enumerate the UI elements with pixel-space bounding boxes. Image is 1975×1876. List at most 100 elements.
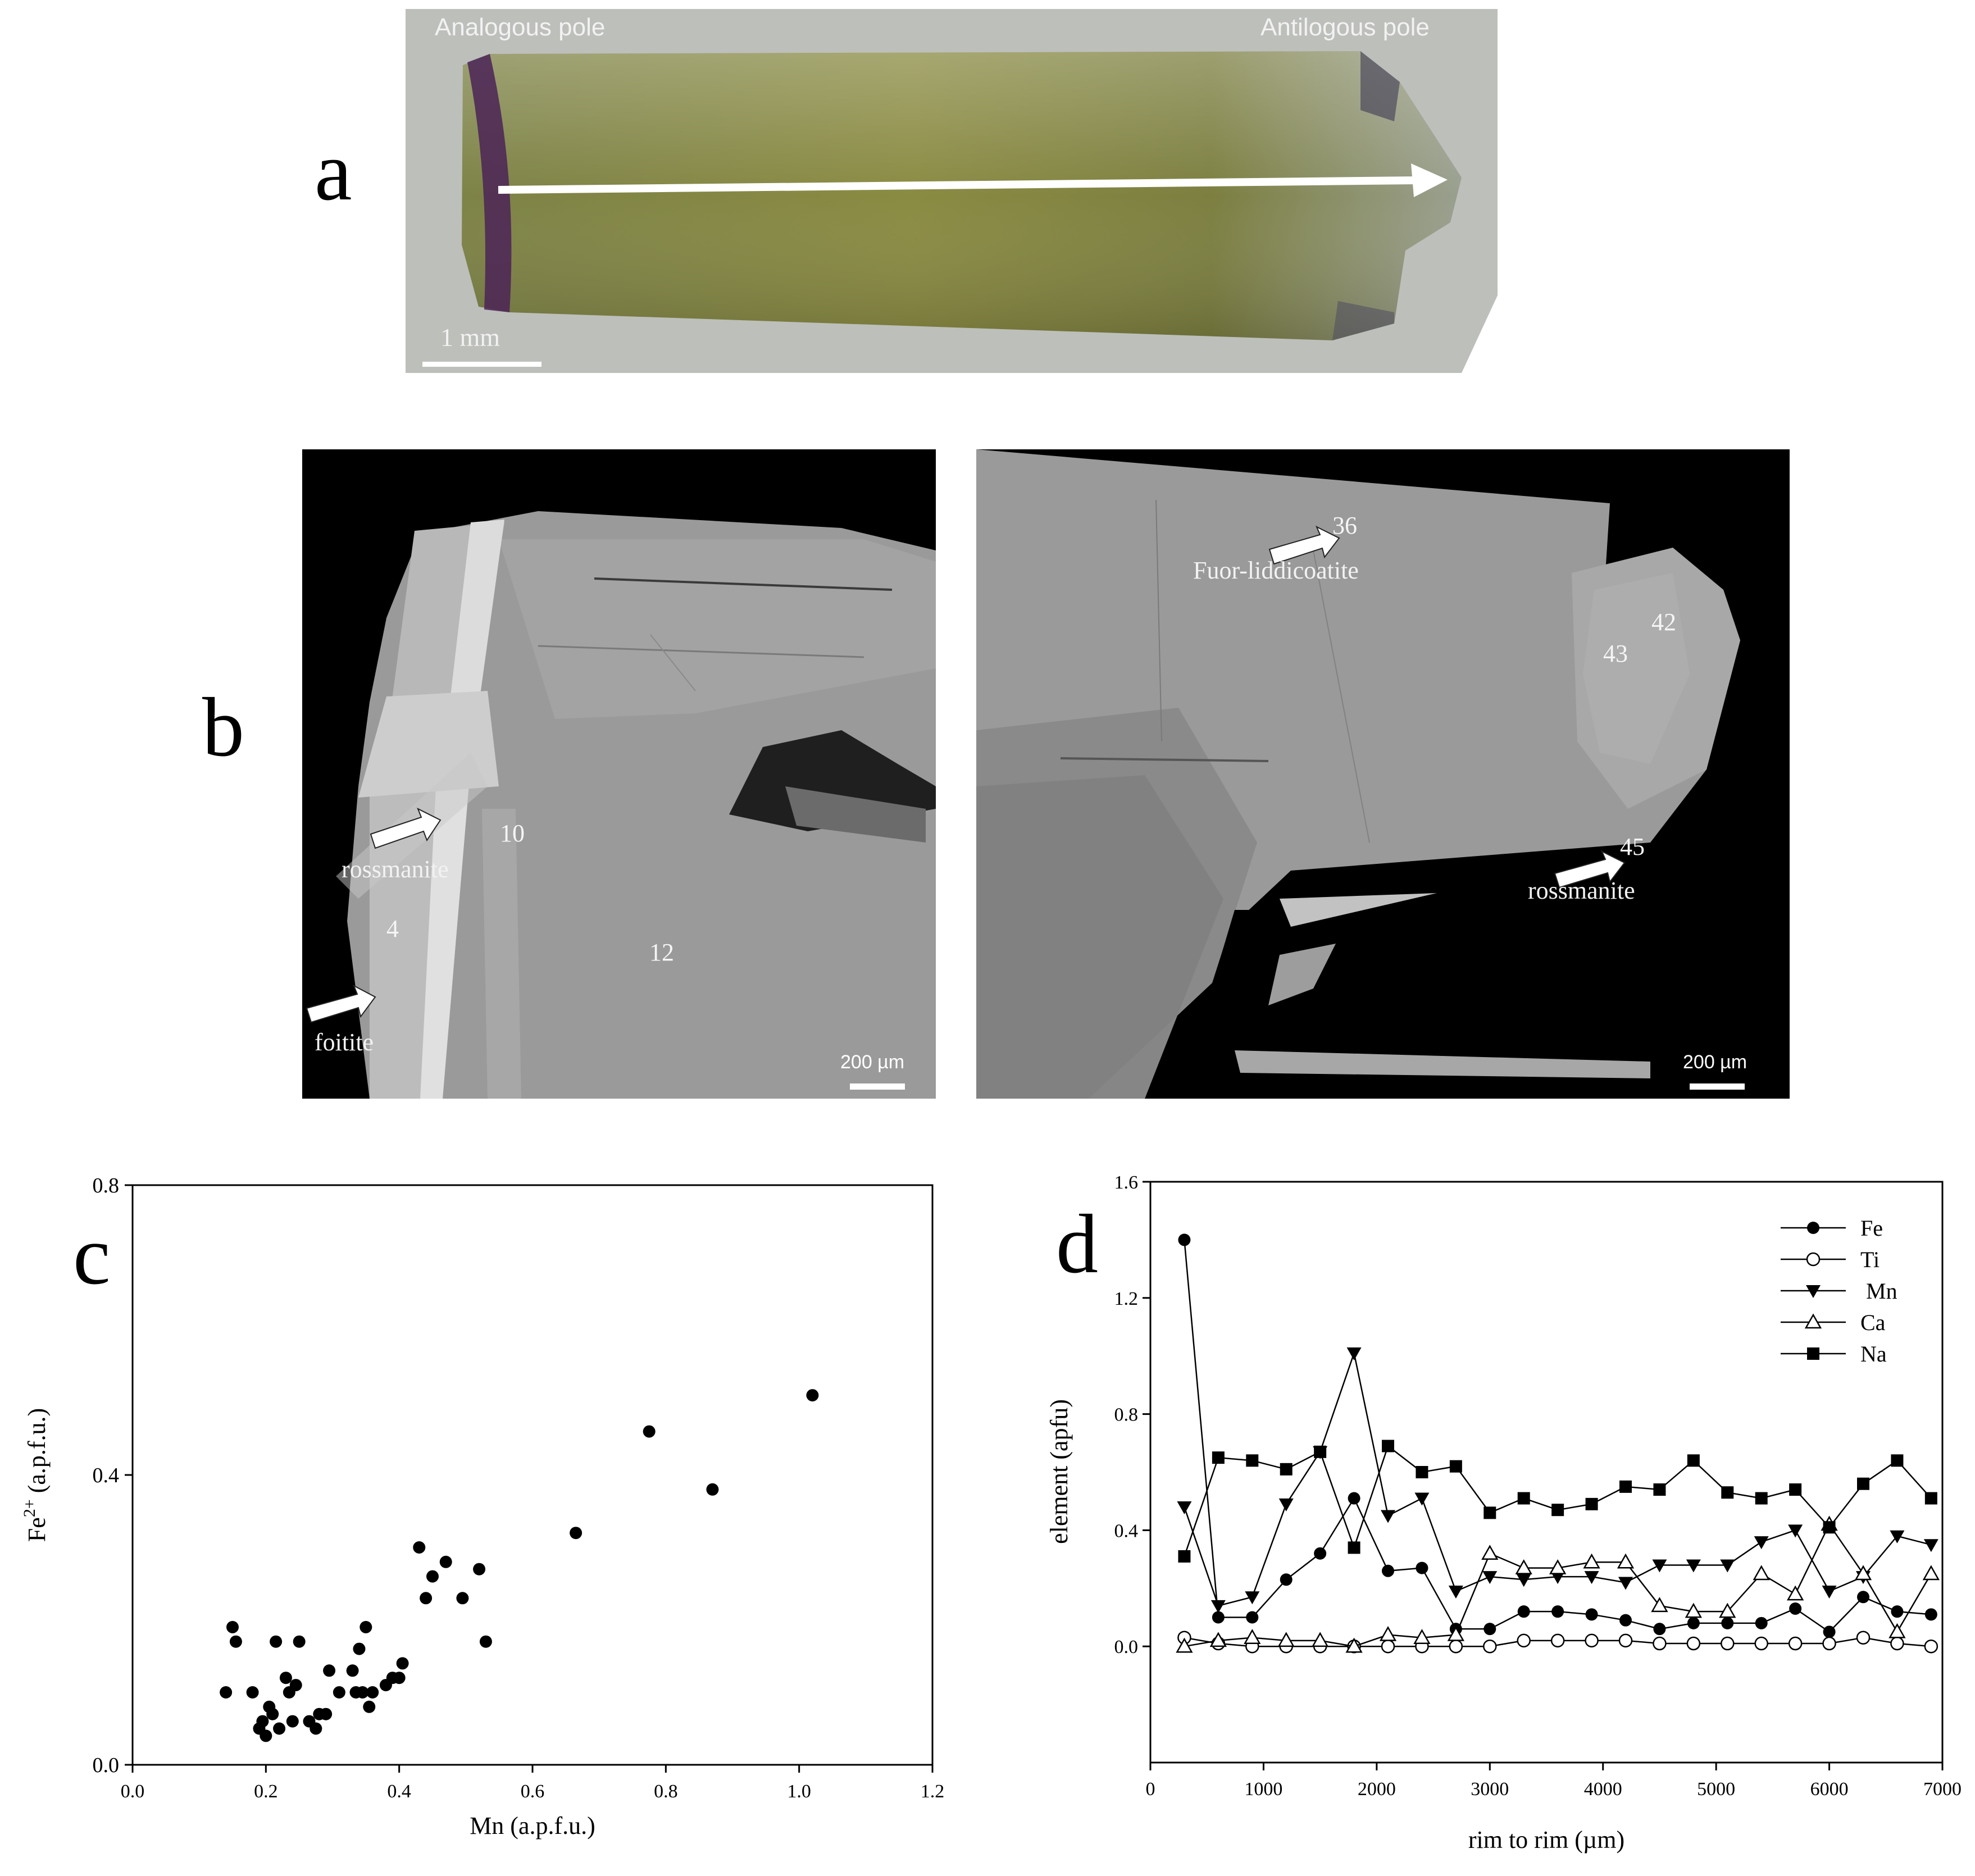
spot-number-42: 42 xyxy=(1651,608,1676,636)
x-tick-label-d: 4000 xyxy=(1584,1779,1622,1800)
data-point-mn xyxy=(1652,1559,1667,1573)
x-tick-label-c: 0.2 xyxy=(254,1781,278,1802)
scatter-point xyxy=(426,1570,439,1583)
x-tick-label-c: 0.0 xyxy=(121,1781,145,1802)
scale-label-b-right: 200 µm xyxy=(1683,1051,1748,1073)
bse-left-drawing xyxy=(306,511,936,1099)
legend-label-ca: Ca xyxy=(1860,1310,1886,1335)
panel-letter-a: a xyxy=(315,125,352,218)
legend-label-ti: Ti xyxy=(1860,1247,1880,1272)
data-point-na xyxy=(1789,1483,1802,1496)
data-point-na xyxy=(1721,1486,1734,1499)
scale-label-b-left: 200 µm xyxy=(840,1051,905,1073)
data-point-na xyxy=(1924,1492,1937,1505)
y-tick-label-c: 0.0 xyxy=(93,1754,120,1777)
data-point-na xyxy=(1212,1451,1225,1464)
x-axis-title-d: rim to rim (µm) xyxy=(1468,1826,1624,1854)
label-rossmanite-left: rossmanite xyxy=(342,855,449,883)
scatter-points-c xyxy=(220,1389,819,1742)
data-point-mn xyxy=(1686,1559,1701,1573)
data-point-fe xyxy=(1823,1625,1836,1638)
label-rossmanite-right: rossmanite xyxy=(1528,877,1635,904)
legend-marker-ca xyxy=(1804,1313,1822,1329)
scatter-point xyxy=(226,1620,239,1633)
data-point-ti xyxy=(1721,1636,1735,1651)
data-point-ti xyxy=(1177,1631,1191,1645)
x-tick-label-d: 2000 xyxy=(1358,1779,1396,1800)
legend-entry-ca: Ca xyxy=(1781,1310,1886,1335)
data-point-na xyxy=(1246,1454,1259,1467)
data-point-ti xyxy=(1550,1633,1565,1648)
x-tick-label-d: 5000 xyxy=(1697,1779,1735,1800)
data-point-fe xyxy=(1246,1611,1259,1624)
label-foitite: foitite xyxy=(315,1028,374,1056)
data-point-mn xyxy=(1550,1571,1566,1584)
data-point-na xyxy=(1280,1463,1293,1476)
panel-letter-d: d xyxy=(1056,1197,1098,1291)
data-point-mn xyxy=(1482,1571,1498,1584)
data-point-na xyxy=(1449,1460,1462,1473)
scatter-point xyxy=(310,1722,322,1735)
data-point-ti xyxy=(1347,1639,1361,1654)
data-point-ca xyxy=(1345,1637,1363,1653)
x-tick-label-c: 0.4 xyxy=(387,1781,411,1802)
data-point-ti xyxy=(1788,1636,1803,1651)
panel-letter-c: c xyxy=(73,1209,111,1302)
scatter-point xyxy=(229,1635,242,1648)
data-point-mn xyxy=(1754,1536,1769,1550)
scatter-point xyxy=(270,1635,283,1648)
scatter-point xyxy=(439,1555,452,1568)
scatter-point xyxy=(260,1729,272,1742)
data-point-ca xyxy=(1447,1625,1464,1641)
scatter-point xyxy=(346,1664,359,1677)
scatter-point xyxy=(806,1389,819,1402)
scatter-point xyxy=(313,1707,326,1720)
data-point-na xyxy=(1585,1497,1598,1510)
series-ti xyxy=(1177,1631,1938,1654)
data-point-mn xyxy=(1856,1571,1871,1584)
data-point-na xyxy=(1891,1454,1904,1467)
scatter-point xyxy=(413,1541,426,1554)
scatter-point xyxy=(379,1679,392,1692)
panel-letter-b: b xyxy=(202,681,244,774)
legend-entry-ti: Ti xyxy=(1781,1247,1880,1272)
x-tick-label-c: 0.6 xyxy=(521,1781,545,1802)
data-point-fe xyxy=(1551,1605,1564,1618)
data-point-na xyxy=(1755,1492,1768,1505)
data-point-ca xyxy=(1379,1625,1397,1641)
line-series-d xyxy=(1176,1233,1940,1654)
data-point-ti xyxy=(1279,1639,1293,1654)
data-point-na xyxy=(1687,1454,1700,1467)
x-tick-label-d: 7000 xyxy=(1923,1779,1962,1800)
data-point-ti xyxy=(1211,1636,1226,1651)
data-point-mn xyxy=(1618,1577,1633,1590)
data-point-mn xyxy=(1720,1559,1735,1573)
crystal-photo: Analogous pole Antilogous pole 1 mm xyxy=(406,9,1498,373)
data-point-na xyxy=(1857,1477,1869,1490)
series-mn xyxy=(1177,1347,1938,1613)
legend-d: Fe Ti Mn Ca Na xyxy=(1781,1215,1897,1367)
scatter-point xyxy=(323,1664,336,1677)
data-point-ca xyxy=(1821,1515,1838,1531)
scatter-point xyxy=(386,1672,399,1684)
data-point-na xyxy=(1551,1504,1564,1517)
scatter-point xyxy=(293,1635,306,1648)
legend-entry-fe: Fe xyxy=(1781,1215,1883,1241)
data-point-mn xyxy=(1278,1498,1294,1511)
scatter-point xyxy=(359,1620,372,1633)
data-point-ti xyxy=(1924,1639,1938,1654)
scatter-point xyxy=(353,1642,366,1655)
data-point-mn xyxy=(1516,1574,1531,1587)
scatter-point xyxy=(303,1715,316,1728)
scatter-point xyxy=(253,1722,266,1735)
data-point-fe xyxy=(1178,1233,1191,1246)
data-point-na xyxy=(1517,1492,1530,1505)
series-line-mn xyxy=(1184,1350,1932,1607)
scatter-point xyxy=(706,1483,719,1496)
series-line-na xyxy=(1184,1445,1932,1557)
y-tick-label-d: 0.4 xyxy=(1114,1520,1139,1541)
plot-frame-d xyxy=(1149,1181,1944,1764)
scatter-point xyxy=(320,1707,333,1720)
data-point-ca xyxy=(1617,1553,1635,1569)
x-tick-label-d: 6000 xyxy=(1810,1779,1849,1800)
